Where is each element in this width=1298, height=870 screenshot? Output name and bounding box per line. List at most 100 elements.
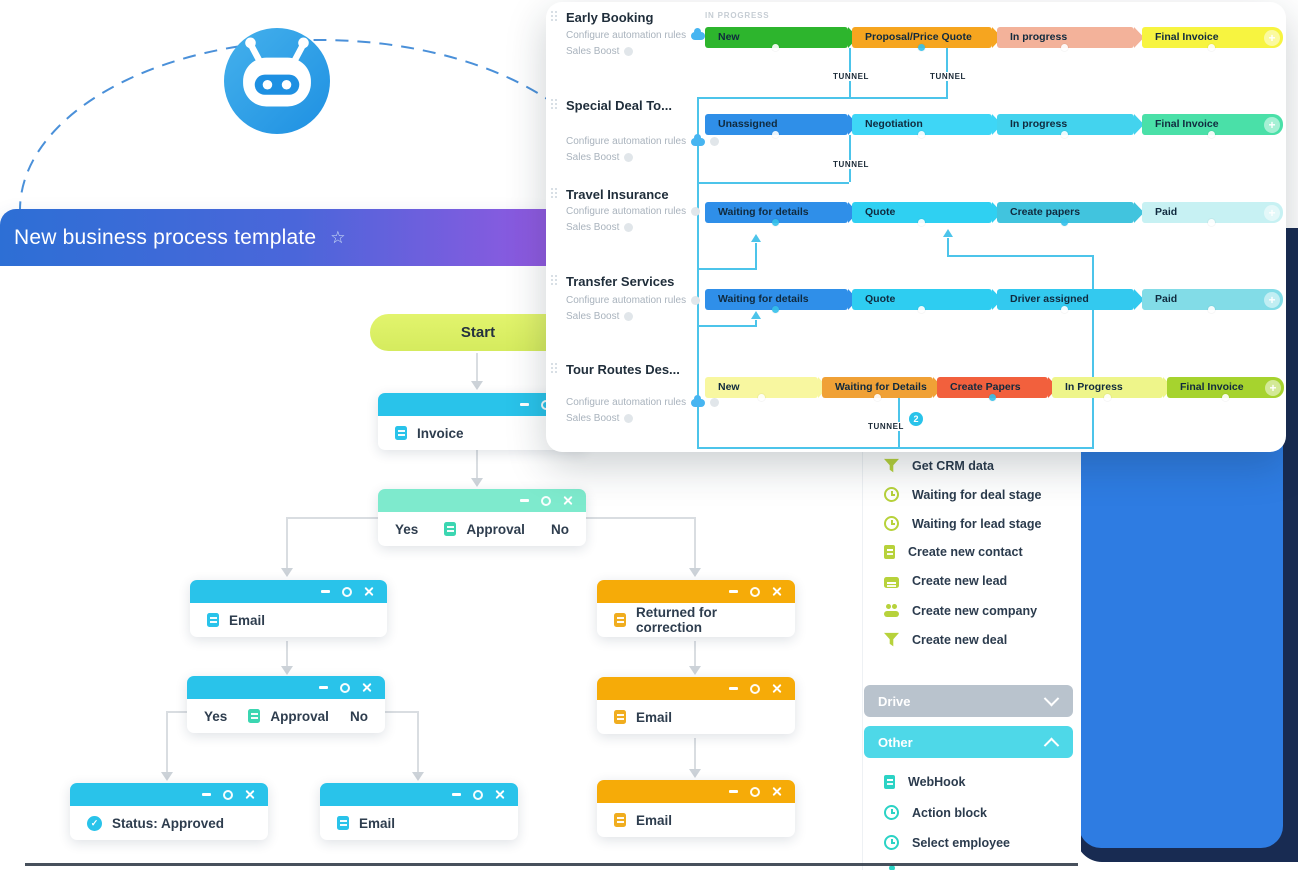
stage-chip[interactable]: Create papers [997,202,1134,226]
drag-handle-icon[interactable] [551,275,558,286]
close-icon[interactable] [772,787,781,796]
stage-handle[interactable] [1208,306,1216,313]
settings-icon[interactable] [340,682,350,693]
add-stage-icon[interactable] [1264,29,1280,46]
stage-handle[interactable] [917,306,925,313]
stage-chip[interactable]: Negotiation [852,114,992,138]
email-node-left[interactable]: Email [190,580,387,637]
stage-chip[interactable]: Quote [852,202,992,226]
settings-icon[interactable] [473,789,483,800]
stage-handle[interactable] [1208,219,1216,226]
sidebar-item-webhook[interactable]: WebHook [884,775,965,789]
settings-icon[interactable] [750,683,760,694]
drive-section-header[interactable]: Drive [864,685,1073,717]
stage-handle[interactable] [917,44,925,51]
email-node-right-1[interactable]: Email [597,677,795,734]
stage-handle[interactable] [1104,394,1112,401]
stage-chip[interactable]: Final Invoice [1142,27,1283,51]
approval-node-1[interactable]: Yes Approval No [378,489,586,546]
minimize-icon[interactable] [321,590,330,593]
sidebar-item-create-company[interactable]: Create new company [884,603,1037,618]
stage-handle[interactable] [1061,306,1069,313]
approval-node-2[interactable]: Yes Approval No [187,676,385,733]
settings-icon[interactable] [541,495,551,506]
stage-chip[interactable]: Waiting for Details [822,377,933,401]
sidebar-item-waiting-deal-stage[interactable]: Waiting for deal stage [884,487,1041,502]
stage-chip[interactable]: In Progress [1052,377,1163,401]
stage-handle[interactable] [772,219,780,226]
minimize-icon[interactable] [729,790,738,793]
stage-handle[interactable] [772,306,780,313]
sidebar-item-select-employee[interactable]: Select employee [884,835,1010,850]
sales-boost-link[interactable]: Sales Boost [566,152,634,163]
pipeline-name[interactable]: Transfer Services [566,274,675,289]
close-icon[interactable] [495,790,504,799]
email-node-bottom[interactable]: Email [320,783,518,840]
add-stage-icon[interactable] [1264,116,1280,133]
favorite-star-icon[interactable]: ☆ [330,227,346,247]
minimize-icon[interactable] [520,499,529,502]
pipeline-name[interactable]: Travel Insurance [566,187,669,202]
drag-handle-icon[interactable] [551,363,558,374]
add-stage-icon[interactable] [1264,291,1280,308]
drag-handle-icon[interactable] [551,11,558,22]
close-icon[interactable] [362,683,371,692]
stage-chip[interactable]: Quote [852,289,992,313]
status-approved-node[interactable]: Status: Approved [70,783,268,840]
configure-rules-link[interactable]: Configure automation rules [566,206,701,217]
settings-icon[interactable] [750,586,760,597]
stage-handle[interactable] [1061,44,1069,51]
sales-boost-link[interactable]: Sales Boost [566,222,634,233]
drag-handle-icon[interactable] [551,99,558,110]
stage-handle[interactable] [1208,131,1216,138]
minimize-icon[interactable] [729,687,738,690]
drag-handle-icon[interactable] [551,188,558,199]
configure-rules-link[interactable]: Configure automation rules [566,27,720,41]
stage-chip[interactable]: Driver assigned [997,289,1134,313]
stage-chip[interactable]: In progress [997,114,1134,138]
stage-chip[interactable]: Unassigned [705,114,848,138]
add-stage-icon[interactable] [1264,204,1280,221]
sidebar-item-partial[interactable] [884,865,899,870]
stage-chip[interactable]: Paid [1142,202,1283,226]
minimize-icon[interactable] [729,590,738,593]
minimize-icon[interactable] [319,686,328,689]
stage-chip[interactable]: Paid [1142,289,1283,313]
stage-handle[interactable] [1061,131,1069,138]
tunnel-count-badge[interactable]: 2 [909,412,923,426]
returned-for-correction-node[interactable]: Returned for correction [597,580,795,637]
minimize-icon[interactable] [452,793,461,796]
stage-handle[interactable] [1061,219,1069,226]
stage-handle[interactable] [772,44,780,51]
configure-rules-link[interactable]: Configure automation rules [566,394,720,408]
close-icon[interactable] [563,496,572,505]
settings-icon[interactable] [223,789,233,800]
stage-handle[interactable] [758,394,766,401]
stage-chip[interactable]: Create Papers [937,377,1048,401]
stage-chip[interactable]: In progress [997,27,1134,51]
configure-rules-link[interactable]: Configure automation rules [566,295,701,306]
no-branch-label[interactable]: No [349,708,368,724]
minimize-icon[interactable] [202,793,211,796]
yes-branch-label[interactable]: Yes [395,521,419,537]
pipeline-name[interactable]: Tour Routes Des... [566,362,680,377]
close-icon[interactable] [245,790,254,799]
sidebar-item-create-lead[interactable]: Create new lead [884,574,1007,588]
stage-handle[interactable] [1221,394,1229,401]
stage-handle[interactable] [874,394,882,401]
pipeline-name[interactable]: Special Deal To... [566,98,672,113]
stage-chip[interactable]: Proposal/Price Quote [852,27,992,51]
stage-handle[interactable] [772,131,780,138]
close-icon[interactable] [772,684,781,693]
email-node-right-2[interactable]: Email [597,780,795,837]
settings-icon[interactable] [750,786,760,797]
minimize-icon[interactable] [520,403,529,406]
no-branch-label[interactable]: No [550,521,569,537]
yes-branch-label[interactable]: Yes [204,708,228,724]
sidebar-item-waiting-lead-stage[interactable]: Waiting for lead stage [884,516,1041,531]
sales-boost-link[interactable]: Sales Boost [566,46,634,57]
stage-chip[interactable]: Waiting for details [705,202,848,226]
sidebar-item-action-block[interactable]: Action block [884,805,987,820]
add-stage-icon[interactable] [1265,379,1281,396]
settings-icon[interactable] [342,586,352,597]
